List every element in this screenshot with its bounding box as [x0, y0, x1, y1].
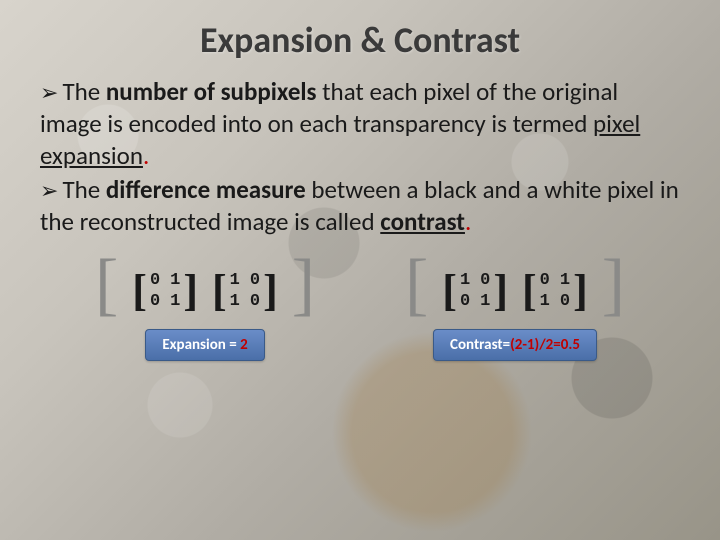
caption-value: (2-1)/2=0.5: [510, 336, 580, 354]
caption-prefix: Expansion =: [162, 336, 240, 354]
outer-bracket-right-icon: ]: [602, 260, 625, 309]
matrix-cells: 1 0 0 1: [460, 271, 490, 311]
bracket-left-icon: [: [442, 273, 457, 308]
cell: 0: [460, 292, 470, 311]
bullet2-term: contrast: [380, 206, 465, 237]
outer-bracket-left-icon: [: [95, 260, 118, 309]
cell: 0: [480, 271, 490, 290]
matrix-1a: [ 0 1 0 1 ]: [132, 271, 198, 311]
slide-container: Expansion & Contrast ➢The number of subp…: [0, 0, 720, 540]
cell: 1: [170, 271, 180, 290]
bracket-left-icon: [: [522, 273, 537, 308]
contrast-caption: Contrast=(2-1)/2=0.5: [433, 329, 597, 361]
matrix-2a: [ 1 0 0 1 ]: [442, 271, 508, 311]
cell: 1: [480, 292, 490, 311]
bracket-left-icon: [: [132, 273, 147, 308]
matrix-1b: [ 1 0 1 0 ]: [212, 271, 278, 311]
cell: 1: [540, 292, 550, 311]
cell: 1: [230, 271, 240, 290]
matrix-cells: 0 1 1 0: [540, 271, 570, 311]
bullet1-bold: number of subpixels: [106, 76, 317, 107]
bullet-arrow-icon: ➢: [40, 177, 58, 204]
outer-bracket-right-icon: ]: [292, 260, 315, 309]
bracket-left-icon: [: [212, 273, 227, 308]
bullet1-prefix: The: [62, 76, 105, 107]
matrices-row: [ [ 0 1 0 1 ] [ 1 0 1: [40, 266, 680, 361]
bullet2-dot: .: [465, 206, 471, 237]
caption-value: 2: [240, 336, 248, 354]
cell: 1: [170, 292, 180, 311]
matrix-pair: [ [ 0 1 0 1 ] [ 1 0 1: [95, 266, 315, 315]
bullet1-dot: .: [143, 140, 149, 171]
cell: 0: [540, 271, 550, 290]
matrix-cells: 0 1 0 1: [150, 271, 180, 311]
cell: 0: [150, 271, 160, 290]
matrix-pair: [ [ 1 0 0 1 ] [ 0 1 1: [405, 266, 625, 315]
matrix-2b: [ 0 1 1 0 ]: [522, 271, 588, 311]
matrix-group-expansion: [ [ 0 1 0 1 ] [ 1 0 1: [95, 266, 315, 361]
slide-title: Expansion & Contrast: [40, 18, 680, 62]
body-text: ➢The number of subpixels that each pixel…: [40, 76, 680, 238]
caption-prefix: Contrast=: [450, 336, 510, 354]
matrix-group-contrast: [ [ 1 0 0 1 ] [ 0 1 1: [405, 266, 625, 361]
matrix-cells: 1 0 1 0: [230, 271, 260, 311]
cell: 0: [560, 292, 570, 311]
bullet-2: ➢The difference measure between a black …: [40, 174, 680, 238]
cell: 0: [150, 292, 160, 311]
cell: 1: [560, 271, 570, 290]
cell: 1: [460, 271, 470, 290]
outer-bracket-left-icon: [: [405, 260, 428, 309]
bullet-arrow-icon: ➢: [40, 79, 58, 106]
bracket-right-icon: ]: [573, 273, 588, 308]
bracket-right-icon: ]: [183, 273, 198, 308]
bullet2-bold: difference measure: [106, 174, 306, 205]
cell: 0: [250, 292, 260, 311]
expansion-caption: Expansion = 2: [145, 329, 264, 361]
bullet2-prefix: The: [62, 174, 105, 205]
bracket-right-icon: ]: [493, 273, 508, 308]
bracket-right-icon: ]: [263, 273, 278, 308]
cell: 0: [250, 271, 260, 290]
cell: 1: [230, 292, 240, 311]
bullet-1: ➢The number of subpixels that each pixel…: [40, 76, 680, 172]
